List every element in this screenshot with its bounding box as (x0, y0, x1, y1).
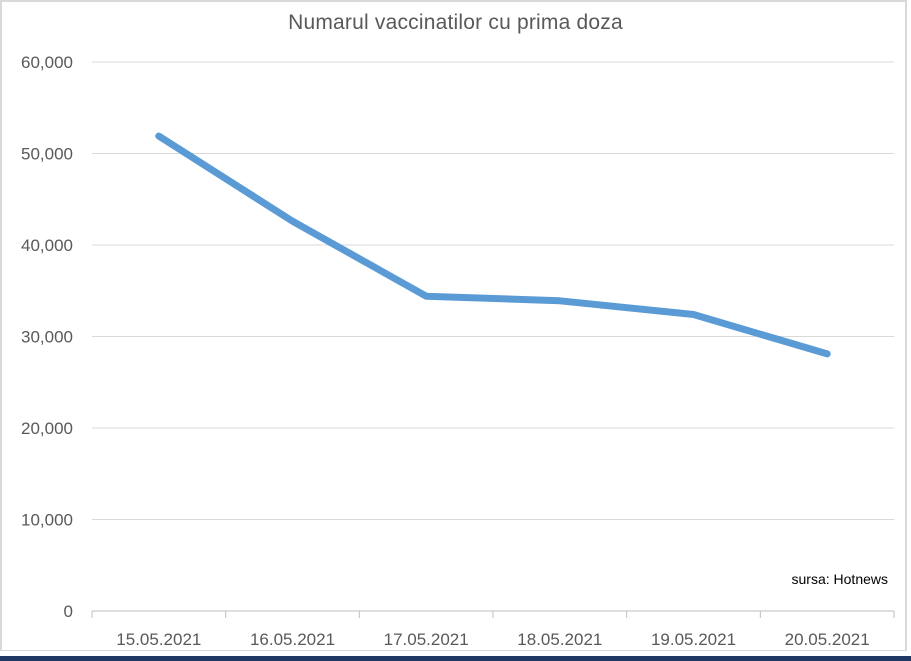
x-axis-label: 15.05.2021 (116, 630, 201, 649)
y-axis-label: 10,000 (21, 511, 73, 530)
x-axis-label: 16.05.2021 (250, 630, 335, 649)
x-axis-label: 20.05.2021 (785, 630, 870, 649)
y-axis-label: 60,000 (21, 53, 73, 72)
source-note: sursa: Hotnews (791, 571, 888, 587)
y-axis-label: 20,000 (21, 419, 73, 438)
x-axis-label: 18.05.2021 (517, 630, 602, 649)
x-axis-label: 17.05.2021 (384, 630, 469, 649)
bottom-accent-bar (0, 656, 911, 661)
y-axis-label: 40,000 (21, 236, 73, 255)
y-axis-label: 50,000 (21, 145, 73, 164)
chart-title: Numarul vaccinatilor cu prima doza (288, 11, 623, 34)
x-axis-label: 19.05.2021 (651, 630, 736, 649)
y-axis-label: 30,000 (21, 328, 73, 347)
data-line-prima-doza (155, 132, 831, 358)
y-axis-label: 0 (64, 602, 73, 621)
